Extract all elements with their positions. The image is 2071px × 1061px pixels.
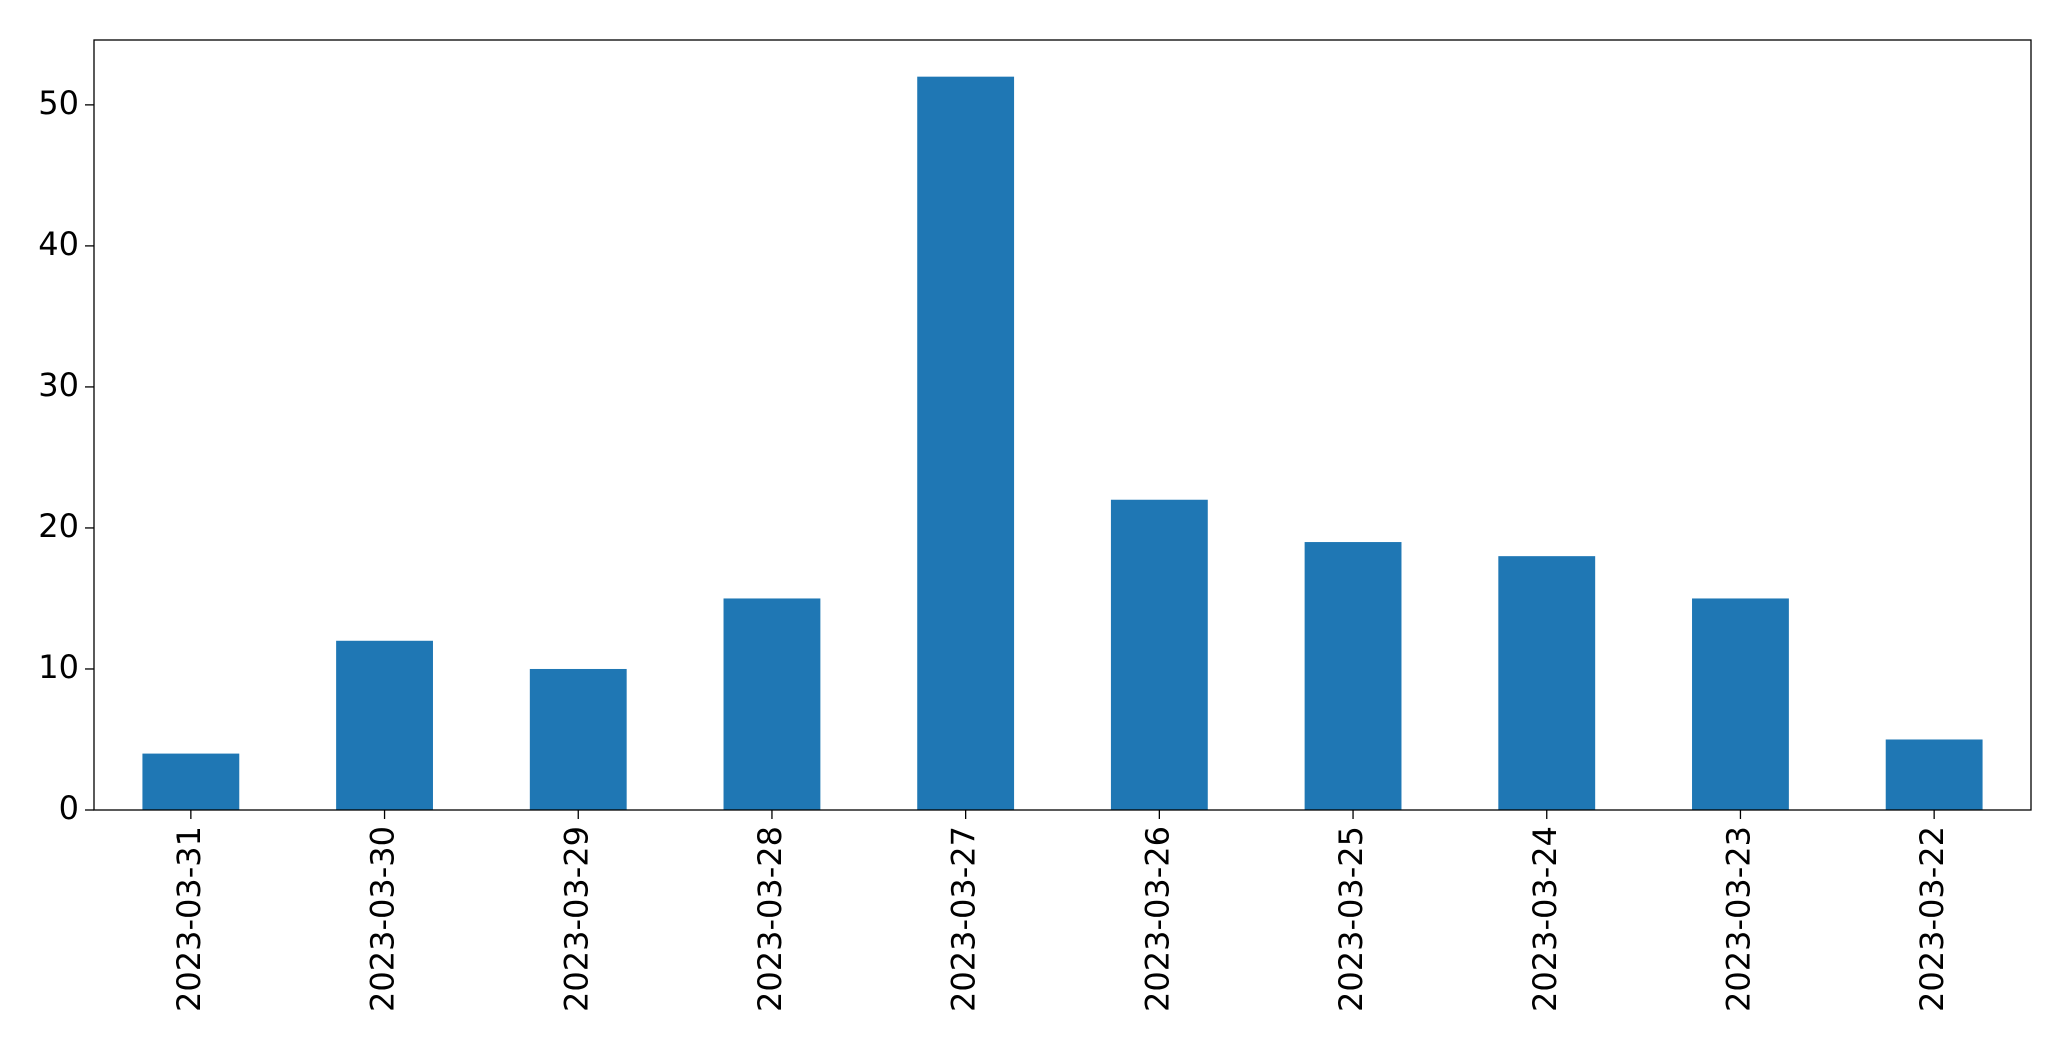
y-tick-label: 40 <box>38 225 79 263</box>
x-tick-label: 2023-03-28 <box>751 826 789 1012</box>
x-tick-label: 2023-03-31 <box>170 826 208 1012</box>
x-tick-label: 2023-03-30 <box>364 826 402 1012</box>
x-tick-label: 2023-03-29 <box>557 826 595 1012</box>
x-tick-label: 2023-03-26 <box>1138 826 1176 1012</box>
y-tick-label: 50 <box>38 84 79 122</box>
bar <box>1692 598 1789 810</box>
x-tick-label: 2023-03-22 <box>1913 826 1951 1012</box>
x-tick-label: 2023-03-25 <box>1332 826 1370 1012</box>
y-tick-label: 0 <box>59 789 79 827</box>
x-tick-label: 2023-03-27 <box>945 826 983 1012</box>
x-tick-label: 2023-03-23 <box>1719 826 1757 1012</box>
bar <box>1304 542 1402 810</box>
y-tick-label: 10 <box>38 648 79 686</box>
bar <box>1885 739 1983 810</box>
bar <box>723 598 821 810</box>
y-tick-label: 20 <box>38 507 79 545</box>
bar <box>917 76 1015 810</box>
y-tick-label: 30 <box>38 366 79 404</box>
plot-frame <box>93 39 2032 811</box>
bar <box>336 640 433 810</box>
bar <box>142 753 240 810</box>
x-tick-label: 2023-03-24 <box>1526 826 1564 1012</box>
bar <box>529 668 627 810</box>
bar <box>1498 556 1596 810</box>
bar <box>1110 499 1208 810</box>
